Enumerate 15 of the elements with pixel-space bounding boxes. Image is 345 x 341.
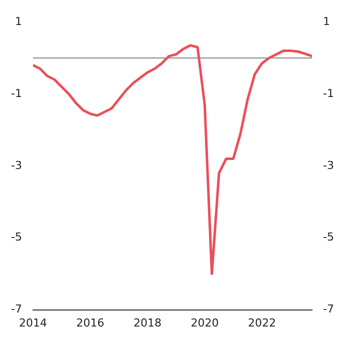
y-tick-label: -1	[11, 86, 22, 100]
y2-tick-label: -7	[323, 302, 334, 316]
x-tick-label: 2020	[190, 316, 219, 330]
y-tick-label: 1	[14, 14, 22, 28]
x-tick-label: 2016	[76, 316, 104, 330]
y-tick-label: -3	[11, 158, 22, 172]
x-tick-label: 2022	[248, 316, 276, 330]
x-tick-label: 2018	[133, 316, 162, 330]
y2-tick-label: -1	[323, 86, 334, 100]
y2-tick-label: 1	[323, 14, 330, 28]
y2-tick-label: -3	[323, 158, 334, 172]
x-tick-label: 2014	[18, 316, 47, 330]
y-tick-label: -5	[11, 230, 22, 244]
y2-tick-label: -5	[323, 230, 334, 244]
y-tick-label: -7	[11, 302, 22, 316]
